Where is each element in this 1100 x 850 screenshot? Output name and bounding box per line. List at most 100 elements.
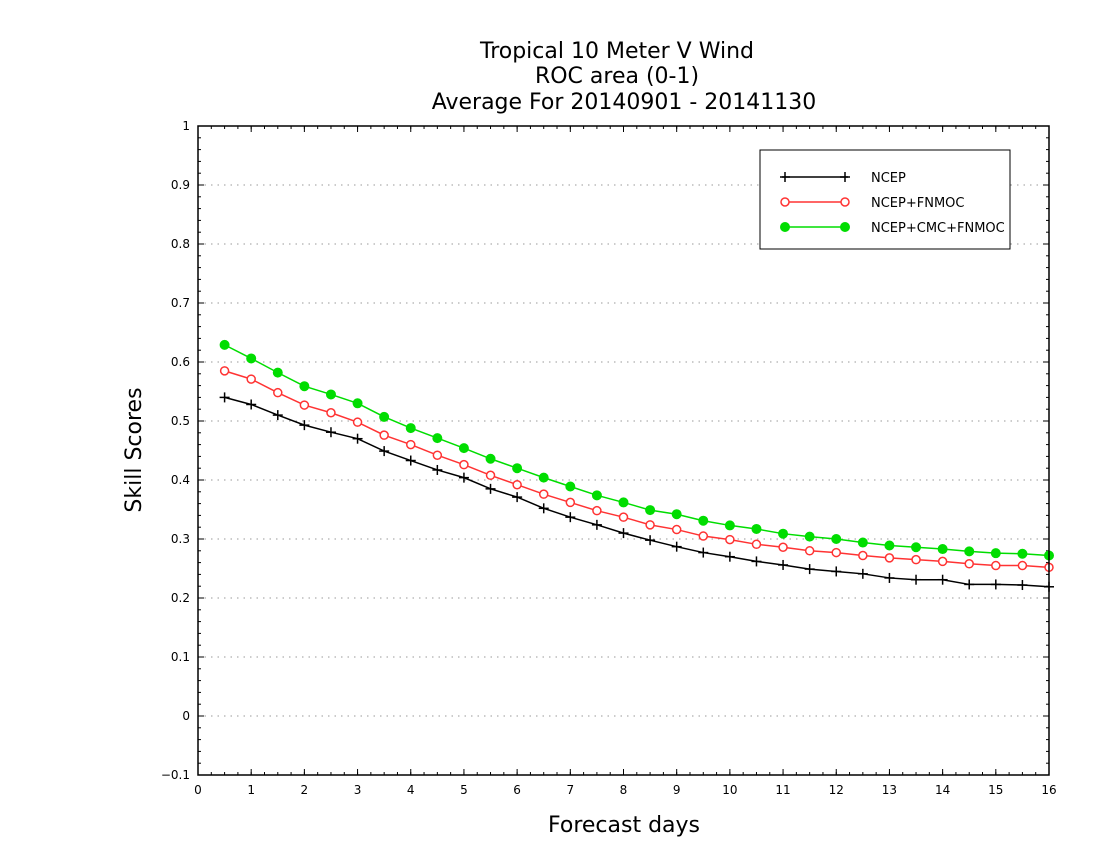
data-point-filled-circle [379,411,390,422]
data-point-open-circle [538,489,549,499]
data-point-filled-circle [751,523,762,534]
data-point-open-circle [1017,560,1028,571]
data-point-filled-circle [299,381,310,392]
x-tick-label: 16 [1041,783,1056,797]
data-point-open-circle [831,547,841,558]
x-tick-label: 10 [722,783,737,797]
data-point-open-circle [406,439,416,450]
data-point-plus [485,483,496,494]
data-point-filled-circle [512,463,523,474]
data-point-filled-circle [698,515,709,526]
data-point-filled-circle [831,534,842,544]
data-point-plus [512,492,523,503]
data-point-open-circle [432,450,443,460]
data-point-plus [1017,580,1028,591]
data-point-open-circle [592,505,602,516]
y-tick-label: 0.2 [171,591,190,605]
data-point-filled-circle [840,222,850,232]
data-point-filled-circle [485,453,496,464]
data-point-filled-circle [778,528,789,539]
data-point-filled-circle [325,389,336,400]
data-point-plus [432,464,443,475]
y-tick-label: 0.5 [171,414,190,428]
data-point-plus [325,427,336,438]
data-point-open-circle [645,520,655,530]
data-point-plus [911,574,922,585]
data-point-open-circle [485,470,496,481]
legend: NCEP NCEP+FNMOC NCEP+CMC+FNMOC [759,149,1011,250]
data-point-open-circle [780,197,790,207]
data-point-open-circle [326,407,336,418]
x-tick-label: 7 [566,783,574,797]
data-point-open-circle [352,417,363,427]
data-point-open-circle [725,534,735,545]
data-point-open-circle [379,430,389,440]
data-point-plus [591,519,602,530]
data-point-filled-circle [458,443,469,454]
y-tick-label: 0.7 [171,296,190,310]
data-point-filled-circle [432,433,443,444]
chart-title: Tropical 10 Meter V Wind ROC area (0-1) … [432,39,817,115]
data-point-plus [618,528,629,539]
x-tick-label: 12 [829,783,844,797]
data-point-filled-circle [964,546,975,557]
y-tick-label: 0.9 [171,178,190,192]
y-tick-label: 0.3 [171,532,190,546]
data-point-filled-circle [538,472,549,483]
x-tick-label: 13 [882,783,897,797]
data-point-plus [964,579,975,590]
data-point-filled-circle [352,398,363,409]
data-point-open-circle [778,542,788,553]
data-point-open-circle [804,546,815,556]
data-point-plus [698,547,709,558]
data-point-plus [990,579,1001,590]
series-ncep [219,392,1054,592]
x-tick-label: 4 [407,783,415,797]
data-point-filled-circle [937,544,948,555]
data-point-open-circle [751,539,762,550]
data-point-filled-circle [565,481,576,492]
series-ncep-cmc-fnmoc [219,339,1054,561]
data-point-plus [937,574,948,585]
y-tick-label: 0.4 [171,473,190,487]
data-point-plus [804,564,815,575]
x-tick-label: 3 [354,783,362,797]
data-point-filled-circle [990,548,1001,559]
x-tick-label: 1 [247,783,255,797]
plot-frame [197,125,1050,776]
data-point-filled-circle [645,505,656,516]
legend-entry: NCEP+FNMOC [780,196,964,211]
data-point-filled-circle [405,423,416,434]
data-point-open-circle [219,366,230,376]
x-tick-label: 11 [775,783,790,797]
data-point-open-circle [840,197,850,207]
x-tick-label: 2 [301,783,309,797]
data-point-plus [299,420,310,431]
data-point-filled-circle [724,520,735,531]
data-point-open-circle [299,400,310,410]
y-tick-label: 0.1 [171,650,190,664]
data-point-filled-circle [1017,548,1028,559]
data-point-plus [671,541,682,552]
title-line-3: Average For 20140901 - 20141130 [432,90,817,115]
x-tick-label: 6 [513,783,521,797]
data-point-open-circle [937,556,948,567]
data-point-filled-circle [246,353,257,364]
data-point-open-circle [512,479,522,490]
legend-box [759,149,1011,250]
data-series [219,339,1054,592]
data-point-open-circle [911,554,921,565]
y-tick-label: 0 [182,709,190,723]
data-point-plus [246,399,257,410]
x-tick-label: 8 [620,783,628,797]
data-point-open-circle [884,553,895,563]
y-tick-label: 0.6 [171,355,190,369]
data-point-plus [884,572,895,583]
legend-entry: NCEP+CMC+FNMOC [780,221,1005,236]
legend-label: NCEP+CMC+FNMOC [871,221,1005,236]
data-point-plus [840,172,850,182]
series-ncep-fnmoc [219,366,1054,573]
y-tick-label: 0.8 [171,237,190,251]
data-point-plus [538,503,549,514]
